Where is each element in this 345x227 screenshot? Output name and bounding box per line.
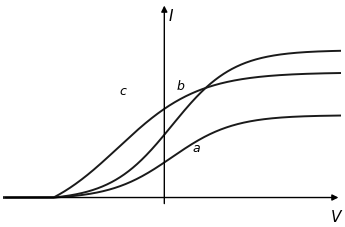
Text: c: c xyxy=(119,85,126,98)
Text: V: V xyxy=(331,210,341,225)
Text: a: a xyxy=(192,142,200,155)
Text: I: I xyxy=(169,9,174,24)
Text: b: b xyxy=(177,80,185,93)
